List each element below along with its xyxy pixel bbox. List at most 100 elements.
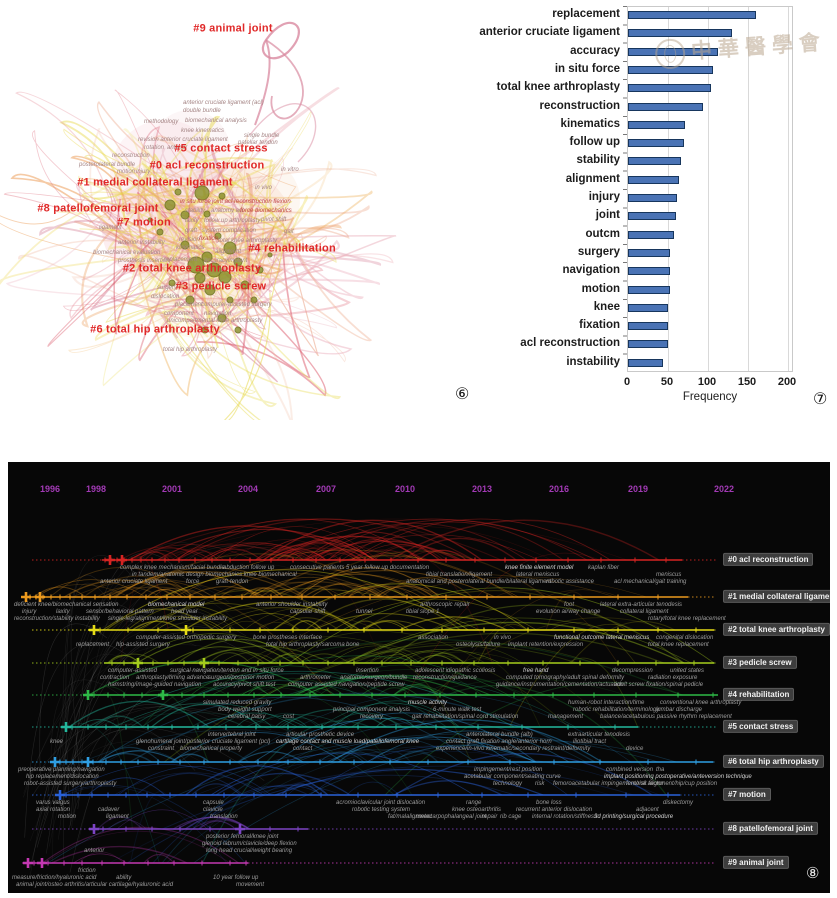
timeline-keyword: lumbar discharge <box>656 706 703 713</box>
timeline-link <box>106 749 180 763</box>
timeline-node <box>307 692 313 698</box>
timeline-node <box>295 826 301 832</box>
timeline-node <box>223 724 229 730</box>
timeline-node <box>663 557 669 563</box>
timeline-link <box>423 652 465 664</box>
timeline-link <box>366 552 404 561</box>
timeline-node <box>693 627 699 633</box>
timeline-node <box>100 826 106 832</box>
timeline-link <box>142 686 229 728</box>
network-edge <box>203 157 284 255</box>
timeline-node <box>645 759 651 765</box>
network-edge <box>137 173 201 323</box>
network-edge <box>138 162 227 362</box>
gridline <box>708 7 709 371</box>
timeline-keyword: management <box>548 713 584 720</box>
timeline-node <box>404 594 410 600</box>
bar-category-label: motion <box>581 282 620 295</box>
timeline-keyword: body weight support <box>218 706 272 713</box>
timeline-link <box>272 583 529 631</box>
timeline-link <box>251 576 367 598</box>
network-node <box>156 228 164 236</box>
timeline-keyword: technology <box>493 780 523 787</box>
timeline-link <box>24 642 128 838</box>
network-keyword: pivot shift <box>261 217 287 223</box>
timeline-node <box>181 660 187 666</box>
timeline-keyword: cartilage contact and muscle load/patell… <box>276 738 420 745</box>
timeline-link <box>171 550 210 561</box>
network-edge <box>197 216 295 258</box>
timeline-burst-node <box>35 592 45 602</box>
timeline-link <box>29 580 230 877</box>
timeline-node <box>124 594 130 600</box>
timeline-link <box>195 750 661 796</box>
timeline-keyword: extraarticular tenodesis <box>568 731 631 738</box>
timeline-keyword: robotic assistance <box>546 578 595 585</box>
timeline-keyword: head year <box>171 608 198 615</box>
y-axis-ticks <box>623 6 627 372</box>
network-edge <box>89 148 149 226</box>
timeline-link <box>193 740 677 864</box>
timeline-link <box>198 785 309 830</box>
timeline-node <box>285 759 291 765</box>
timeline-keyword: motion <box>58 813 77 820</box>
timeline-link <box>255 536 459 561</box>
timeline-link <box>280 783 321 796</box>
timeline-link <box>314 548 366 561</box>
timeline-node <box>439 627 445 633</box>
network-edge <box>0 199 211 285</box>
timeline-link <box>98 747 161 763</box>
timeline-node <box>227 759 233 765</box>
timeline-link <box>259 555 515 598</box>
timeline-keyword: axial rotation <box>36 806 71 813</box>
timeline-link <box>73 608 195 821</box>
timeline-link <box>284 539 373 561</box>
timeline-node <box>79 860 85 866</box>
timeline-node <box>227 860 233 866</box>
timeline-link <box>44 830 230 864</box>
timeline-link <box>262 519 483 561</box>
timeline-link <box>237 692 632 763</box>
timeline-node <box>597 759 603 765</box>
network-node <box>187 256 205 274</box>
timeline-burst-node <box>89 625 99 635</box>
timeline-node <box>63 759 69 765</box>
timeline-node <box>475 724 481 730</box>
timeline-link <box>192 819 249 830</box>
x-tick-label: 0 <box>623 376 631 388</box>
timeline-burst-node <box>83 690 93 700</box>
cluster-label: #8 patellofemoral joint <box>37 202 159 215</box>
timeline-link <box>120 557 155 664</box>
network-edge <box>96 100 194 224</box>
timeline-link <box>112 567 308 598</box>
network-edge <box>214 174 301 248</box>
timeline-link <box>348 620 383 631</box>
timeline-keyword: reconstruction/guidance <box>413 674 477 681</box>
timeline-link <box>191 718 244 728</box>
network-keyword: computer-assisted surgery <box>201 302 272 308</box>
timeline-node <box>123 724 129 730</box>
timeline-link <box>73 853 127 864</box>
timeline-link <box>276 548 326 561</box>
timeline-link <box>205 749 452 830</box>
timeline-link <box>330 645 421 664</box>
timeline-link <box>254 678 626 796</box>
network-keyword: graft <box>185 228 198 234</box>
network-edge <box>172 197 227 264</box>
timeline-link <box>303 583 381 598</box>
network-keyword: patellar tendon <box>238 140 278 146</box>
timeline-link <box>364 619 410 631</box>
timeline-node <box>481 627 487 633</box>
timeline-link <box>213 526 379 561</box>
timeline-link <box>330 719 603 763</box>
timeline-link <box>39 623 108 775</box>
bar <box>628 340 668 349</box>
network-keyword: anterior cruciate ligament (acl) <box>183 100 264 106</box>
timeline-cluster-label: #6 total hip arthroplasty <box>723 754 824 768</box>
timeline-keyword: collateral ligament <box>620 608 669 615</box>
bar-category-label: kinematics <box>560 117 620 130</box>
timeline-burst-node <box>21 592 31 602</box>
timeline-link <box>369 651 415 664</box>
timeline-node <box>325 660 331 666</box>
timeline-link <box>130 680 429 728</box>
